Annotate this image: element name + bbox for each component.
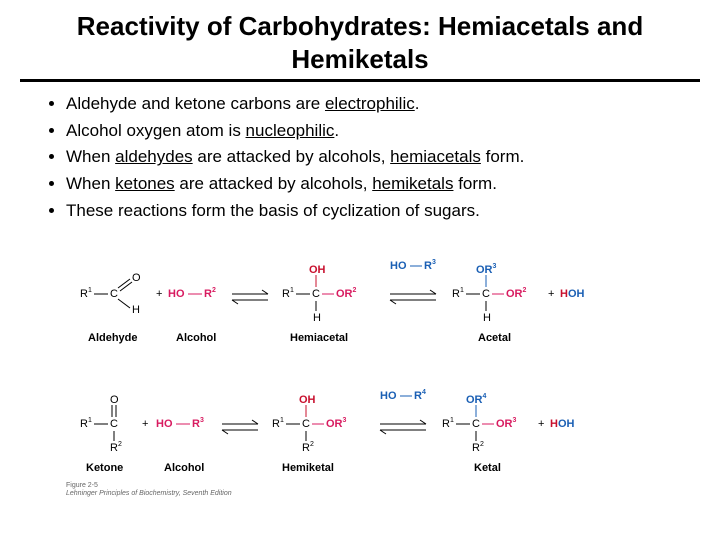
list-item: Alcohol oxygen atom is nucleophilic.	[66, 119, 700, 144]
svg-text:Ketal: Ketal	[474, 462, 501, 474]
svg-text:Lehninger Principles of Bioche: Lehninger Principles of Biochemistry, Se…	[66, 490, 232, 497]
svg-text:C: C	[312, 288, 320, 300]
svg-text:HO: HO	[156, 418, 173, 430]
svg-text:OH: OH	[299, 394, 316, 406]
svg-text:R2: R2	[110, 441, 122, 454]
svg-text:R2: R2	[204, 287, 216, 300]
svg-text:C: C	[110, 288, 118, 300]
svg-text:R3: R3	[424, 259, 436, 272]
list-item: When ketones are attacked by alcohols, h…	[66, 172, 700, 197]
svg-text:R1: R1	[452, 287, 464, 300]
svg-text:R2: R2	[472, 441, 484, 454]
svg-text:R1: R1	[80, 287, 92, 300]
svg-text:+: +	[142, 418, 148, 430]
svg-text:H: H	[483, 312, 491, 324]
svg-text:Alcohol: Alcohol	[164, 462, 204, 474]
svg-text:OR2: OR2	[336, 287, 357, 300]
svg-text:OR3: OR3	[476, 263, 497, 276]
reaction-figure: R1 C O H + HO R2 R1	[20, 237, 700, 497]
svg-text:OR4: OR4	[466, 393, 487, 406]
svg-text:Acetal: Acetal	[478, 332, 511, 344]
svg-text:C: C	[482, 288, 490, 300]
page-title: Reactivity of Carbohydrates: Hemiacetals…	[20, 10, 700, 75]
svg-text:+: +	[538, 418, 544, 430]
bullet-list: Aldehyde and ketone carbons are electrop…	[20, 92, 700, 223]
svg-text:Alcohol: Alcohol	[176, 332, 216, 344]
list-item: Aldehyde and ketone carbons are electrop…	[66, 92, 700, 117]
svg-text:C: C	[302, 418, 310, 430]
svg-text:O: O	[132, 272, 141, 284]
svg-text:HO: HO	[168, 288, 185, 300]
svg-text:HOH: HOH	[550, 418, 575, 430]
svg-text:C: C	[472, 418, 480, 430]
svg-text:HO: HO	[380, 390, 397, 402]
svg-text:R1: R1	[272, 417, 284, 430]
svg-text:HOH: HOH	[560, 288, 585, 300]
svg-text:H: H	[313, 312, 321, 324]
svg-text:HO: HO	[390, 260, 407, 272]
svg-text:R1: R1	[282, 287, 294, 300]
svg-text:Hemiketal: Hemiketal	[282, 462, 334, 474]
svg-text:OR3: OR3	[326, 417, 347, 430]
svg-text:R2: R2	[302, 441, 314, 454]
svg-text:Hemiacetal: Hemiacetal	[290, 332, 348, 344]
list-item: When aldehydes are attacked by alcohols,…	[66, 145, 700, 170]
row-1: R1 C O H + HO R2 R1	[80, 259, 585, 344]
svg-text:OR3: OR3	[496, 417, 517, 430]
svg-text:H: H	[132, 304, 140, 316]
svg-text:+: +	[548, 288, 554, 300]
svg-text:Aldehyde: Aldehyde	[88, 332, 138, 344]
svg-text:C: C	[110, 418, 118, 430]
svg-text:R4: R4	[414, 389, 426, 402]
svg-text:O: O	[110, 394, 119, 406]
row-2: R1 C O R2 + HO R3 R1	[66, 389, 575, 497]
svg-text:R3: R3	[192, 417, 204, 430]
list-item: These reactions form the basis of cycliz…	[66, 199, 700, 224]
svg-text:R1: R1	[442, 417, 454, 430]
svg-text:OR2: OR2	[506, 287, 527, 300]
title-rule	[20, 79, 700, 82]
reaction-svg: R1 C O H + HO R2 R1	[60, 237, 660, 497]
svg-text:Figure 2-5: Figure 2-5	[66, 482, 98, 489]
svg-text:Ketone: Ketone	[86, 462, 123, 474]
svg-text:+: +	[156, 288, 162, 300]
svg-text:R1: R1	[80, 417, 92, 430]
svg-text:OH: OH	[309, 264, 326, 276]
